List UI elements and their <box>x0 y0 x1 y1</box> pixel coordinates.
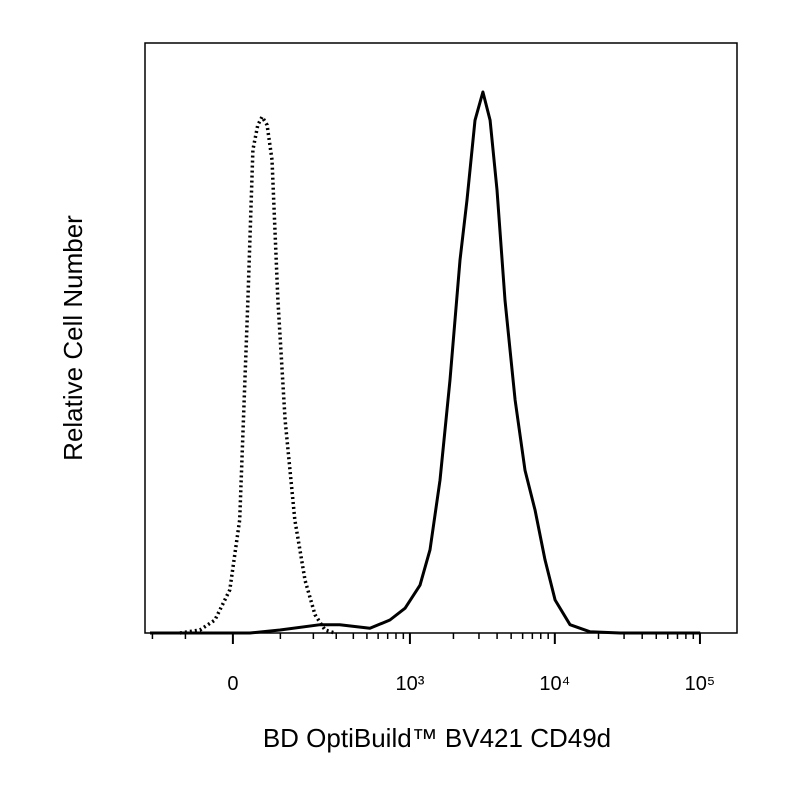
plot-frame <box>144 42 738 634</box>
x-tick-label: 0 <box>227 673 238 695</box>
histogram-line <box>150 90 701 635</box>
histogram-line <box>179 115 336 635</box>
x-tick-label: 10³ <box>395 673 424 695</box>
x-tick-label: 10⁵ <box>685 673 716 695</box>
x-tick-label: 10⁴ <box>539 673 570 695</box>
y-axis-title: Relative Cell Number <box>58 215 88 461</box>
x-axis-title: BD OptiBuild™ BV421 CD49d <box>263 723 611 753</box>
